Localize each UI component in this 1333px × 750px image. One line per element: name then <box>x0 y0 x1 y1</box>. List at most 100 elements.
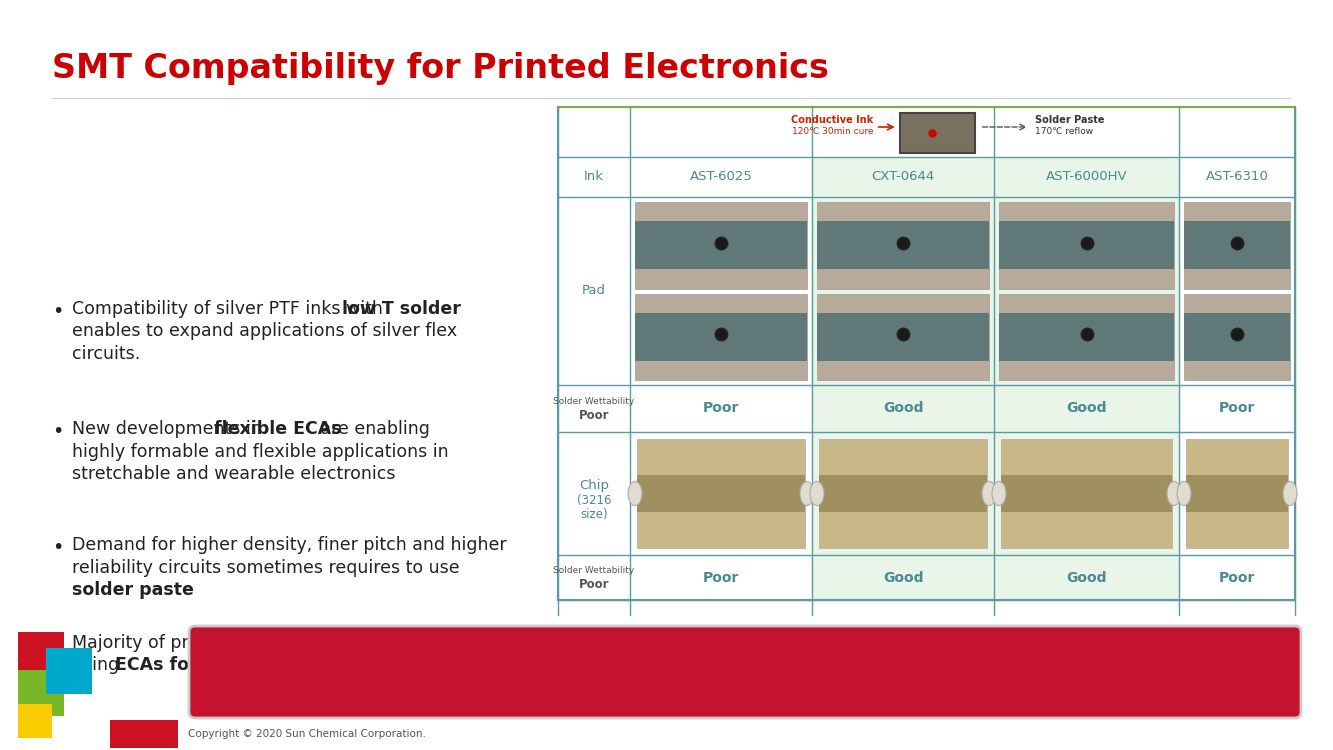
Ellipse shape <box>1166 482 1181 506</box>
Polygon shape <box>1001 475 1172 512</box>
Polygon shape <box>817 202 989 289</box>
Polygon shape <box>818 475 986 512</box>
Text: Solder Wettability: Solder Wettability <box>553 397 635 406</box>
Ellipse shape <box>982 482 996 506</box>
Text: circuits.: circuits. <box>72 345 140 363</box>
Polygon shape <box>818 439 986 548</box>
Polygon shape <box>994 197 1178 385</box>
Polygon shape <box>812 157 994 197</box>
Polygon shape <box>994 555 1178 600</box>
Text: •: • <box>52 636 64 655</box>
Polygon shape <box>635 221 806 269</box>
Text: •: • <box>52 538 64 557</box>
Polygon shape <box>817 293 989 380</box>
Polygon shape <box>817 221 989 269</box>
Polygon shape <box>812 385 994 432</box>
Text: using: using <box>72 656 124 674</box>
Polygon shape <box>559 157 631 197</box>
Polygon shape <box>635 313 806 361</box>
Bar <box>19 704 52 738</box>
Text: Good: Good <box>882 401 924 416</box>
Polygon shape <box>812 555 994 600</box>
Polygon shape <box>1184 221 1290 269</box>
Polygon shape <box>1178 555 1294 600</box>
Text: Poor: Poor <box>1218 571 1256 584</box>
Text: CXT-0644: CXT-0644 <box>872 170 934 184</box>
Polygon shape <box>1001 439 1172 548</box>
Ellipse shape <box>1282 482 1297 506</box>
Polygon shape <box>812 432 994 555</box>
Polygon shape <box>559 385 631 432</box>
Polygon shape <box>998 293 1174 380</box>
Text: are enabling: are enabling <box>316 420 431 438</box>
Polygon shape <box>994 432 1178 555</box>
Polygon shape <box>637 439 805 548</box>
Polygon shape <box>637 475 805 512</box>
Text: Solder Wettability: Solder Wettability <box>553 566 635 575</box>
Polygon shape <box>1178 385 1294 432</box>
Polygon shape <box>631 197 812 385</box>
Text: Copyright © 2020 Sun Chemical Corporation.: Copyright © 2020 Sun Chemical Corporatio… <box>188 729 425 739</box>
Bar <box>111 720 179 748</box>
Polygon shape <box>998 202 1174 289</box>
Polygon shape <box>631 157 812 197</box>
Text: Good: Good <box>882 571 924 584</box>
Text: Majority of printed electronics applications are: Majority of printed electronics applicat… <box>72 634 479 652</box>
Ellipse shape <box>810 482 824 506</box>
Ellipse shape <box>628 482 643 506</box>
Ellipse shape <box>800 482 814 506</box>
Polygon shape <box>1184 202 1290 289</box>
Text: enables to expand applications of silver flex: enables to expand applications of silver… <box>72 322 457 340</box>
Text: ECAs for component attachment: ECAs for component attachment <box>115 656 432 674</box>
Polygon shape <box>812 197 994 385</box>
Polygon shape <box>1178 432 1294 555</box>
Polygon shape <box>994 385 1178 432</box>
Text: Conductive Ink: Conductive Ink <box>792 115 873 125</box>
Text: Poor: Poor <box>579 578 609 591</box>
Polygon shape <box>1186 475 1288 512</box>
Text: flexible ECAs: flexible ECAs <box>215 420 341 438</box>
Polygon shape <box>631 555 812 600</box>
Ellipse shape <box>992 482 1006 506</box>
Text: •: • <box>52 422 64 441</box>
Polygon shape <box>631 432 812 555</box>
Text: AST-6310: AST-6310 <box>1205 170 1269 184</box>
Text: Ink: Ink <box>584 170 604 184</box>
Text: highly formable and flexible applications in: highly formable and flexible application… <box>72 442 449 460</box>
Text: Poor: Poor <box>702 571 740 584</box>
Text: Poor: Poor <box>702 401 740 416</box>
Text: flexible hybrid electronic circuits.: flexible hybrid electronic circuits. <box>560 674 930 694</box>
Text: Good: Good <box>1066 401 1106 416</box>
Text: (3216: (3216 <box>577 494 612 507</box>
Text: AST-6025: AST-6025 <box>689 170 752 184</box>
Text: AST-6000HV: AST-6000HV <box>1045 170 1128 184</box>
Text: 170℃ reflow: 170℃ reflow <box>1034 127 1093 136</box>
Text: 120℃ 30min cure: 120℃ 30min cure <box>792 127 873 136</box>
Ellipse shape <box>1177 482 1190 506</box>
Polygon shape <box>635 293 806 380</box>
Bar <box>19 632 64 678</box>
Text: SMT Compatibility for Printed Electronics: SMT Compatibility for Printed Electronic… <box>52 52 829 85</box>
Polygon shape <box>998 221 1174 269</box>
Polygon shape <box>998 313 1174 361</box>
Text: Compatibility of silver PTF inks with: Compatibility of silver PTF inks with <box>72 300 388 318</box>
Bar <box>47 648 92 694</box>
Polygon shape <box>635 202 806 289</box>
Text: reliability circuits sometimes requires to use: reliability circuits sometimes requires … <box>72 559 460 577</box>
Bar <box>19 670 64 716</box>
Text: Demand for higher density, finer pitch and higher: Demand for higher density, finer pitch a… <box>72 536 507 554</box>
Text: solder paste: solder paste <box>72 581 193 599</box>
Text: Pad: Pad <box>583 284 607 298</box>
Text: Good: Good <box>1066 571 1106 584</box>
Polygon shape <box>1184 313 1290 361</box>
Polygon shape <box>900 113 974 153</box>
Text: Chip: Chip <box>579 479 609 492</box>
Text: Poor: Poor <box>579 409 609 422</box>
Polygon shape <box>631 385 812 432</box>
Text: low T solder: low T solder <box>341 300 461 318</box>
FancyBboxPatch shape <box>189 626 1301 718</box>
Text: stretchable and wearable electronics: stretchable and wearable electronics <box>72 465 396 483</box>
Text: New developments in: New developments in <box>72 420 267 438</box>
Polygon shape <box>1186 439 1288 548</box>
Text: Poor: Poor <box>1218 401 1256 416</box>
